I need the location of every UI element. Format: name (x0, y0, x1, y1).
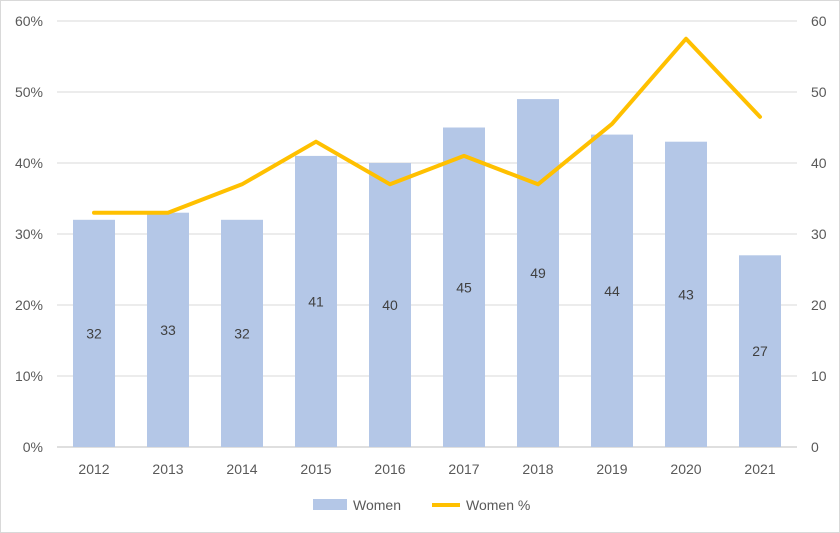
bar-data-label: 43 (678, 286, 694, 302)
bar-data-label: 27 (752, 343, 768, 359)
x-axis-tick-label: 2015 (300, 461, 331, 477)
right-axis-tick-label: 0 (811, 439, 819, 455)
x-axis-tick-label: 2016 (374, 461, 405, 477)
left-axis-tick-label: 40% (15, 155, 43, 171)
bar-data-label: 33 (160, 322, 176, 338)
bar-series-women (73, 99, 781, 447)
x-axis-tick-label: 2014 (226, 461, 257, 477)
bar-women (73, 219, 115, 447)
right-axis-ticks: 0 10 20 30 40 50 60 (811, 13, 827, 455)
bar-data-labels: 32 33 32 41 40 45 49 44 43 27 (86, 265, 768, 359)
legend-label-women: Women (353, 497, 401, 513)
bar-data-label: 41 (308, 293, 324, 309)
bar-data-label: 32 (234, 325, 250, 341)
bar-women (739, 255, 781, 447)
bar-women (295, 155, 337, 447)
bar-data-label: 45 (456, 279, 472, 295)
left-axis-tick-label: 50% (15, 84, 43, 100)
legend: Women Women % (313, 497, 530, 513)
bar-data-label: 32 (86, 325, 102, 341)
bar-women (147, 212, 189, 447)
right-axis-tick-label: 20 (811, 297, 827, 313)
left-axis-tick-label: 0% (23, 439, 43, 455)
x-axis-ticks: 2012 2013 2014 2015 2016 2017 2018 2019 2020 2021 (78, 461, 775, 477)
line-series-women-percent (92, 36, 762, 215)
right-axis-tick-label: 30 (811, 226, 827, 242)
legend-swatch-women (313, 499, 347, 510)
legend-label-women-percent: Women % (466, 497, 530, 513)
bar-women (517, 99, 559, 447)
right-axis-tick-label: 10 (811, 368, 827, 384)
x-axis-tick-label: 2012 (78, 461, 109, 477)
left-axis-tick-label: 10% (15, 368, 43, 384)
left-axis-tick-label: 20% (15, 297, 43, 313)
x-axis-tick-label: 2018 (522, 461, 553, 477)
bar-women (221, 219, 263, 447)
bar-data-label: 44 (604, 283, 620, 299)
left-axis-tick-label: 30% (15, 226, 43, 242)
bar-data-label: 40 (382, 297, 398, 313)
x-axis-tick-label: 2013 (152, 461, 183, 477)
bar-women (443, 127, 485, 447)
line-women-percent (92, 36, 762, 215)
bar-women (665, 141, 707, 447)
right-axis-tick-label: 40 (811, 155, 827, 171)
x-axis-tick-label: 2021 (744, 461, 775, 477)
x-axis-tick-label: 2017 (448, 461, 479, 477)
bar-data-label: 49 (530, 265, 546, 281)
bar-women (369, 163, 411, 447)
bar-women (591, 134, 633, 447)
x-axis-tick-label: 2019 (596, 461, 627, 477)
left-axis-tick-label: 60% (15, 13, 43, 29)
right-axis-tick-label: 60 (811, 13, 827, 29)
right-axis-tick-label: 50 (811, 84, 827, 100)
left-axis-ticks: 0% 10% 20% 30% 40% 50% 60% (15, 13, 43, 455)
x-axis-tick-label: 2020 (670, 461, 701, 477)
